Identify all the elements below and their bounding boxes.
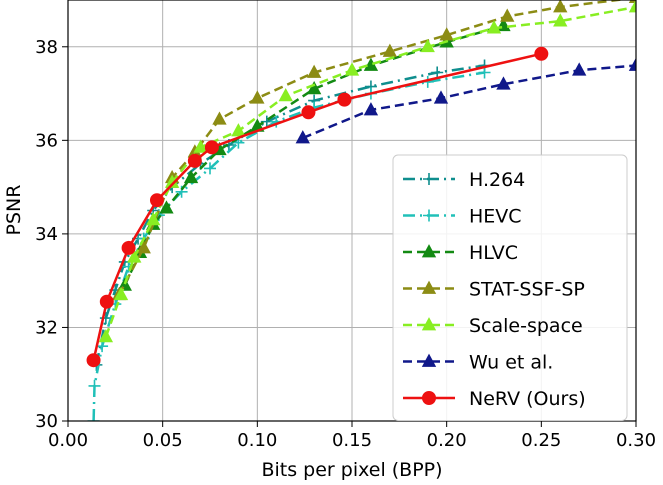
legend-entry-h-264: H.264 xyxy=(403,169,525,191)
series-line-hlvc xyxy=(123,24,504,286)
data-point-scale-space xyxy=(98,328,114,343)
data-point-scale-space xyxy=(127,249,142,263)
y-tick-label: 36 xyxy=(35,130,58,151)
data-point-scale-space xyxy=(628,0,636,13)
legend-label: Wu et al. xyxy=(469,352,553,374)
series-line-wu-et-al xyxy=(302,64,636,140)
data-point-hlvc xyxy=(117,277,132,291)
data-point-wu-et-al xyxy=(295,130,310,144)
legend-label: H.264 xyxy=(469,169,525,191)
data-point-nerv-ours xyxy=(99,294,114,309)
x-tick-label: 0.00 xyxy=(48,430,88,451)
legend-box xyxy=(392,154,628,421)
series-scale-space xyxy=(98,0,636,343)
legend-marker xyxy=(421,317,437,331)
x-tick-label: 0.10 xyxy=(237,430,277,451)
series-nerv-ours xyxy=(86,46,549,368)
data-point-hlvc xyxy=(183,169,199,184)
data-point-hevc xyxy=(87,415,100,421)
data-point-nerv-ours xyxy=(187,153,202,168)
legend-marker xyxy=(423,173,435,185)
series-line-h-264 xyxy=(95,64,485,366)
y-tick-label: 32 xyxy=(35,317,58,338)
legend-marker xyxy=(423,209,435,222)
x-axis-label: Bits per pixel (BPP) xyxy=(261,459,442,481)
data-point-scale-space xyxy=(486,20,502,34)
data-point-scale-space xyxy=(420,38,435,53)
data-point-nerv-ours xyxy=(301,105,316,120)
series-layer xyxy=(86,0,636,421)
data-point-hlvc xyxy=(159,200,174,214)
data-point-nerv-ours xyxy=(337,92,352,107)
y-axis-label: PSNR xyxy=(3,185,25,236)
data-point-scale-space xyxy=(113,286,129,301)
legend-label: STAT-SSF-SP xyxy=(469,279,585,301)
data-point-stat-ssf-sp xyxy=(306,64,322,78)
data-point-stat-ssf-sp xyxy=(553,0,568,13)
x-tick-label: 0.05 xyxy=(143,430,183,451)
data-point-stat-ssf-sp xyxy=(136,240,151,254)
legend-entry-stat-ssf-sp: STAT-SSF-SP xyxy=(403,279,585,301)
data-point-nerv-ours xyxy=(86,353,101,368)
data-point-stat-ssf-sp xyxy=(500,8,515,22)
data-point-wu-et-al xyxy=(496,76,511,90)
y-tick-label: 34 xyxy=(35,224,58,245)
data-point-scale-space xyxy=(231,123,246,137)
data-point-h-264 xyxy=(431,66,444,79)
data-point-hevc xyxy=(88,379,101,392)
legend-label: NeRV (Ours) xyxy=(469,388,586,410)
data-point-wu-et-al xyxy=(433,90,449,104)
data-point-wu-et-al xyxy=(363,102,379,116)
data-point-stat-ssf-sp xyxy=(628,0,636,4)
series-wu-et-al xyxy=(295,57,636,144)
data-point-scale-space xyxy=(278,88,293,102)
legend-marker xyxy=(421,244,437,258)
data-point-stat-ssf-sp xyxy=(439,27,454,41)
legend-entry-wu-et-al: Wu et al. xyxy=(403,352,553,374)
data-point-nerv-ours xyxy=(204,140,219,155)
y-tick-label: 38 xyxy=(35,37,58,58)
x-tick-label: 0.20 xyxy=(427,430,467,451)
data-point-scale-space xyxy=(146,212,161,226)
x-tick-label: 0.30 xyxy=(616,430,656,451)
y-tick-label: 30 xyxy=(35,411,58,432)
data-point-stat-ssf-sp xyxy=(382,43,398,57)
legend-entry-nerv-ours: NeRV (Ours) xyxy=(403,388,586,410)
legend-marker xyxy=(422,391,436,405)
legend-entry-hevc: HEVC xyxy=(403,206,522,228)
data-point-hevc xyxy=(204,162,216,175)
legend-marker xyxy=(421,353,437,367)
data-point-nerv-ours xyxy=(149,193,164,208)
data-point-wu-et-al xyxy=(628,57,636,71)
data-point-hlvc xyxy=(306,81,322,95)
data-point-nerv-ours xyxy=(534,46,549,61)
data-point-scale-space xyxy=(193,139,208,153)
legend-label: HLVC xyxy=(469,242,518,264)
data-point-nerv-ours xyxy=(121,240,136,255)
data-point-scale-space xyxy=(344,62,360,76)
data-point-wu-et-al xyxy=(572,62,587,76)
legend-entry-scale-space: Scale-space xyxy=(403,315,583,337)
legend-entry-hlvc: HLVC xyxy=(403,242,518,264)
axis-ticks: 0.00 0.05 0.10 0.15 0.20 0.25 0.30 30 32 34 36 38 xyxy=(35,37,656,451)
legend-label: HEVC xyxy=(469,206,522,228)
data-point-scale-space xyxy=(553,13,568,27)
x-tick-label: 0.15 xyxy=(332,430,372,451)
data-point-stat-ssf-sp xyxy=(212,111,227,125)
legend: H.264 HEVC HLVC STAT-SSF-SP Scale-space Wu et… xyxy=(392,154,628,421)
legend-marker xyxy=(421,280,437,294)
legend-label: Scale-space xyxy=(469,315,583,337)
x-tick-label: 0.25 xyxy=(521,430,561,451)
data-point-stat-ssf-sp xyxy=(250,90,265,104)
data-point-hevc xyxy=(478,66,491,79)
